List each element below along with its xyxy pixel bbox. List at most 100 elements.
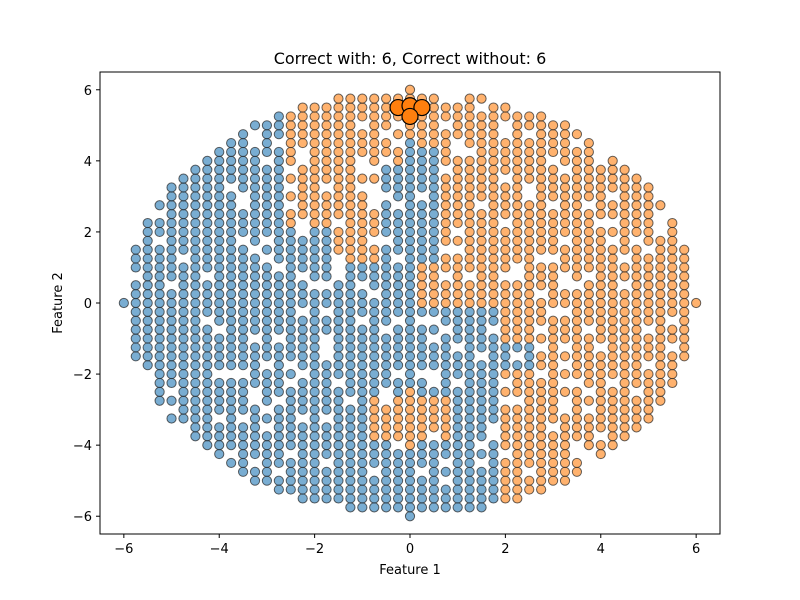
scatter-point bbox=[428, 289, 439, 300]
scatter-point bbox=[381, 200, 392, 211]
scatter-point bbox=[178, 244, 189, 255]
scatter-point bbox=[607, 315, 618, 326]
scatter-point bbox=[619, 173, 630, 184]
scatter-point bbox=[452, 315, 463, 326]
scatter-point bbox=[595, 271, 606, 282]
scatter-point bbox=[631, 280, 642, 291]
scatter-point bbox=[416, 448, 428, 460]
x-axis-label: Feature 1 bbox=[379, 563, 441, 578]
scatter-point bbox=[249, 235, 261, 246]
scatter-point bbox=[428, 93, 439, 104]
scatter-point bbox=[226, 289, 237, 300]
scatter-point bbox=[524, 235, 535, 246]
scatter-point bbox=[154, 324, 165, 335]
scatter-point bbox=[142, 262, 153, 273]
scatter-point bbox=[333, 129, 344, 140]
scatter-point bbox=[416, 173, 428, 184]
scatter-point bbox=[309, 253, 320, 264]
scatter-point bbox=[226, 324, 237, 335]
scatter-point bbox=[309, 333, 320, 344]
scatter-point bbox=[607, 262, 618, 273]
scatter-point bbox=[178, 342, 189, 353]
highlight-layer bbox=[389, 97, 431, 126]
scatter-point bbox=[607, 226, 618, 238]
scatter-point bbox=[464, 244, 475, 255]
scatter-point bbox=[226, 209, 237, 220]
scatter-point bbox=[476, 289, 487, 300]
scatter-point bbox=[345, 440, 356, 451]
scatter-point bbox=[309, 244, 320, 255]
scatter-point bbox=[476, 173, 487, 184]
scatter-point bbox=[416, 324, 428, 335]
scatter-point bbox=[166, 262, 177, 273]
scatter-point bbox=[154, 368, 165, 380]
scatter-point bbox=[297, 466, 308, 477]
scatter-point bbox=[428, 120, 439, 131]
scatter-point bbox=[345, 173, 356, 184]
scatter-point bbox=[142, 306, 153, 317]
scatter-point bbox=[488, 333, 499, 344]
scatter-point bbox=[631, 351, 642, 362]
scatter-point bbox=[154, 253, 165, 264]
scatter-point bbox=[416, 431, 428, 442]
scatter-point bbox=[524, 440, 535, 451]
scatter-point bbox=[285, 395, 296, 406]
scatter-point bbox=[488, 440, 499, 451]
scatter-point bbox=[202, 368, 213, 380]
scatter-point bbox=[404, 324, 416, 335]
scatter-point bbox=[237, 182, 249, 193]
scatter-point bbox=[190, 244, 201, 255]
scatter-point bbox=[512, 475, 523, 486]
scatter-point bbox=[333, 209, 344, 220]
scatter-point bbox=[464, 448, 475, 460]
scatter-point bbox=[571, 244, 583, 255]
scatter-point bbox=[369, 395, 380, 406]
scatter-point bbox=[345, 280, 356, 291]
scatter-point bbox=[226, 395, 237, 406]
scatter-point bbox=[547, 262, 559, 273]
scatter-point bbox=[190, 386, 201, 397]
scatter-point bbox=[440, 191, 451, 202]
scatter-point bbox=[404, 306, 416, 317]
scatter-point bbox=[392, 413, 404, 424]
scatter-point bbox=[404, 182, 416, 193]
scatter-point bbox=[404, 484, 416, 495]
scatter-point bbox=[547, 289, 559, 300]
scatter-point bbox=[333, 191, 344, 202]
scatter-point bbox=[667, 368, 678, 380]
scatter-point bbox=[583, 368, 594, 380]
scatter-point bbox=[237, 209, 249, 220]
scatter-point bbox=[381, 457, 392, 469]
scatter-point bbox=[321, 102, 332, 113]
scatter-point bbox=[237, 315, 249, 326]
scatter-point bbox=[333, 289, 344, 300]
scatter-point bbox=[392, 262, 404, 273]
scatter-point bbox=[416, 422, 428, 433]
scatter-point bbox=[559, 413, 571, 424]
scatter-point bbox=[214, 155, 225, 166]
scatter-point bbox=[559, 431, 571, 442]
scatter-point bbox=[273, 155, 284, 166]
scatter-point bbox=[285, 191, 296, 202]
scatter-point bbox=[297, 395, 308, 406]
scatter-point bbox=[392, 431, 404, 442]
scatter-point bbox=[273, 422, 284, 433]
scatter-point bbox=[547, 244, 559, 255]
scatter-point bbox=[488, 173, 499, 184]
scatter-point bbox=[500, 164, 511, 175]
scatter-point bbox=[333, 493, 344, 504]
scatter-point bbox=[619, 368, 630, 380]
scatter-point bbox=[524, 395, 535, 406]
scatter-point bbox=[571, 431, 583, 442]
scatter-point bbox=[571, 235, 583, 246]
scatter-point bbox=[607, 395, 618, 406]
scatter-point bbox=[631, 422, 642, 433]
scatter-point bbox=[607, 422, 618, 433]
scatter-point bbox=[500, 289, 511, 300]
scatter-point bbox=[452, 120, 463, 131]
scatter-point bbox=[571, 209, 583, 220]
scatter-point bbox=[142, 244, 153, 255]
scatter-point bbox=[357, 173, 368, 184]
scatter-point bbox=[309, 306, 320, 317]
scatter-point bbox=[571, 129, 583, 140]
